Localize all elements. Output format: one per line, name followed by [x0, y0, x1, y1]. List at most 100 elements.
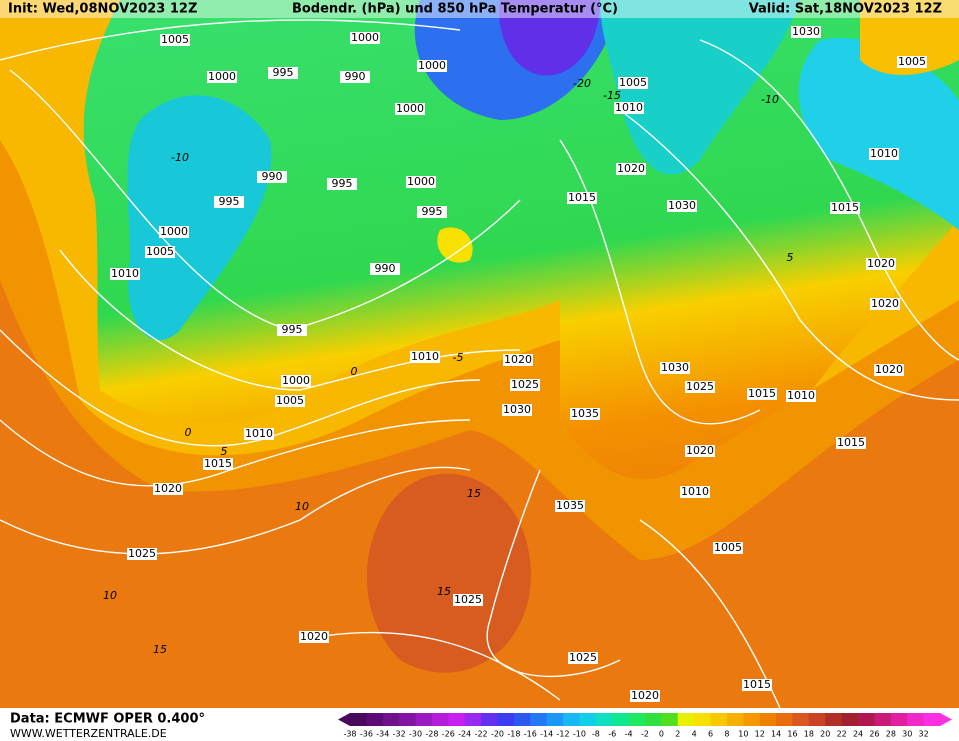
scale-swatch: [743, 713, 761, 726]
isobar-label: 1010: [869, 147, 899, 160]
label-box: [866, 258, 896, 270]
isobar-value: 1020: [875, 363, 903, 376]
isobar-value: 1025: [511, 378, 539, 391]
isobar-label: 1000: [207, 70, 237, 83]
scale-swatch: [677, 713, 695, 726]
isobar-value: 1010: [245, 427, 273, 440]
label-box: [614, 102, 644, 114]
scale-label: 4: [692, 730, 697, 739]
label-box: [340, 71, 370, 83]
isobar-label: 1000: [159, 225, 189, 238]
isobar-label: 1025: [568, 651, 598, 664]
isobar-label: 1025: [510, 378, 540, 391]
label-box: [417, 206, 447, 218]
isobar-value: 1000: [160, 225, 188, 238]
isobar-label: 1010: [786, 389, 816, 402]
isobar-value: 1035: [556, 499, 584, 512]
scale-label: 0: [659, 730, 664, 739]
isobar-value: 1005: [714, 541, 742, 554]
label-box: [869, 148, 899, 160]
label-box: [567, 192, 597, 204]
temperature-label: -10: [171, 151, 189, 164]
isobar-value: 1010: [615, 101, 643, 114]
label-box: [159, 226, 189, 238]
scale-swatch: [792, 713, 810, 726]
scale-label: 8: [724, 730, 729, 739]
temperature-label: -5: [453, 351, 464, 364]
isobar-label: 1025: [453, 593, 483, 606]
isobar-label: 1005: [275, 394, 305, 407]
scale-label: -26: [442, 730, 455, 739]
isobar-value: 1020: [867, 257, 895, 270]
isobar-label: 1015: [747, 387, 777, 400]
color-scale: -38 -36 -34 -32 -30 -28 -26 -24 -22 -20 -18 -16 -14-…: [338, 713, 952, 739]
scale-swatch: [923, 713, 941, 726]
isobar-label: 1005: [160, 33, 190, 46]
scale-swatch: [399, 713, 417, 726]
isobar-label: 1015: [567, 191, 597, 204]
isobar-value: 1010: [111, 267, 139, 280]
isobar-value: 1030: [792, 25, 820, 38]
scale-label: -6: [608, 730, 616, 739]
isobar-value: 1015: [743, 678, 771, 691]
valid-time: Valid: Sat,18NOV2023 12Z: [749, 2, 942, 17]
isobar-label: 1020: [630, 689, 660, 702]
scale-swatch: [825, 713, 843, 726]
scale-label: -32: [393, 730, 406, 739]
scale-label: -24: [458, 730, 471, 739]
temperature-label: 15: [467, 487, 481, 500]
scale-swatch: [661, 713, 679, 726]
isobar-value: 990: [375, 262, 396, 275]
label-box: [110, 268, 140, 280]
isobar-value: 1000: [396, 102, 424, 115]
scale-swatch: [645, 713, 662, 726]
temperature-label: 10: [103, 589, 117, 602]
isobar-label: 1010: [410, 350, 440, 363]
isobar-label: 1015: [836, 436, 866, 449]
isobar-value: 1020: [686, 444, 714, 457]
isobar-label: 1000: [350, 31, 380, 44]
isobar-label: 1000: [281, 374, 311, 387]
isobar-value: 1025: [686, 380, 714, 393]
isobar-value: 995: [332, 177, 353, 190]
scale-swatch: [874, 713, 892, 726]
scale-label: -4: [625, 730, 633, 739]
label-box: [555, 500, 585, 512]
scale-swatch: [858, 713, 875, 726]
isobar-label: 1020: [866, 257, 896, 270]
scale-label: 30: [902, 730, 912, 739]
label-box: [406, 176, 436, 188]
scale-swatch: [366, 713, 384, 726]
isobar-label: 1035: [570, 407, 600, 420]
isobar-value: 1005: [146, 245, 174, 258]
label-box: [417, 60, 447, 72]
label-box: [630, 690, 660, 702]
isobar-value: 1010: [411, 350, 439, 363]
isobar-value: 1010: [870, 147, 898, 160]
isobar-value: 1015: [568, 191, 596, 204]
label-box: [874, 364, 904, 376]
scale-swatch: [546, 713, 564, 726]
temperature-label: 10: [295, 500, 309, 513]
isobar-label: 1020: [870, 297, 900, 310]
isobar-value: 995: [282, 323, 303, 336]
scale-label: -20: [491, 730, 504, 739]
isobar-label: 1035: [555, 499, 585, 512]
isobar-label: 1020: [685, 444, 715, 457]
scale-label: -22: [475, 730, 488, 739]
label-box: [685, 445, 715, 457]
isobar-label: 1020: [299, 630, 329, 643]
scale-label: 20: [820, 730, 830, 739]
scale-swatch: [513, 713, 531, 726]
scale-swatch: [612, 713, 630, 726]
website: WWW.WETTERZENTRALE.DE: [10, 727, 167, 740]
temperature-label: 15: [153, 643, 167, 656]
label-box: [618, 77, 648, 89]
scale-swatch: [776, 713, 793, 726]
isobar-label: 1010: [614, 101, 644, 114]
scale-swatch: [595, 713, 613, 726]
scale-swatch: [890, 713, 908, 726]
scale-swatch: [759, 713, 777, 726]
scale-swatch: [726, 713, 744, 726]
